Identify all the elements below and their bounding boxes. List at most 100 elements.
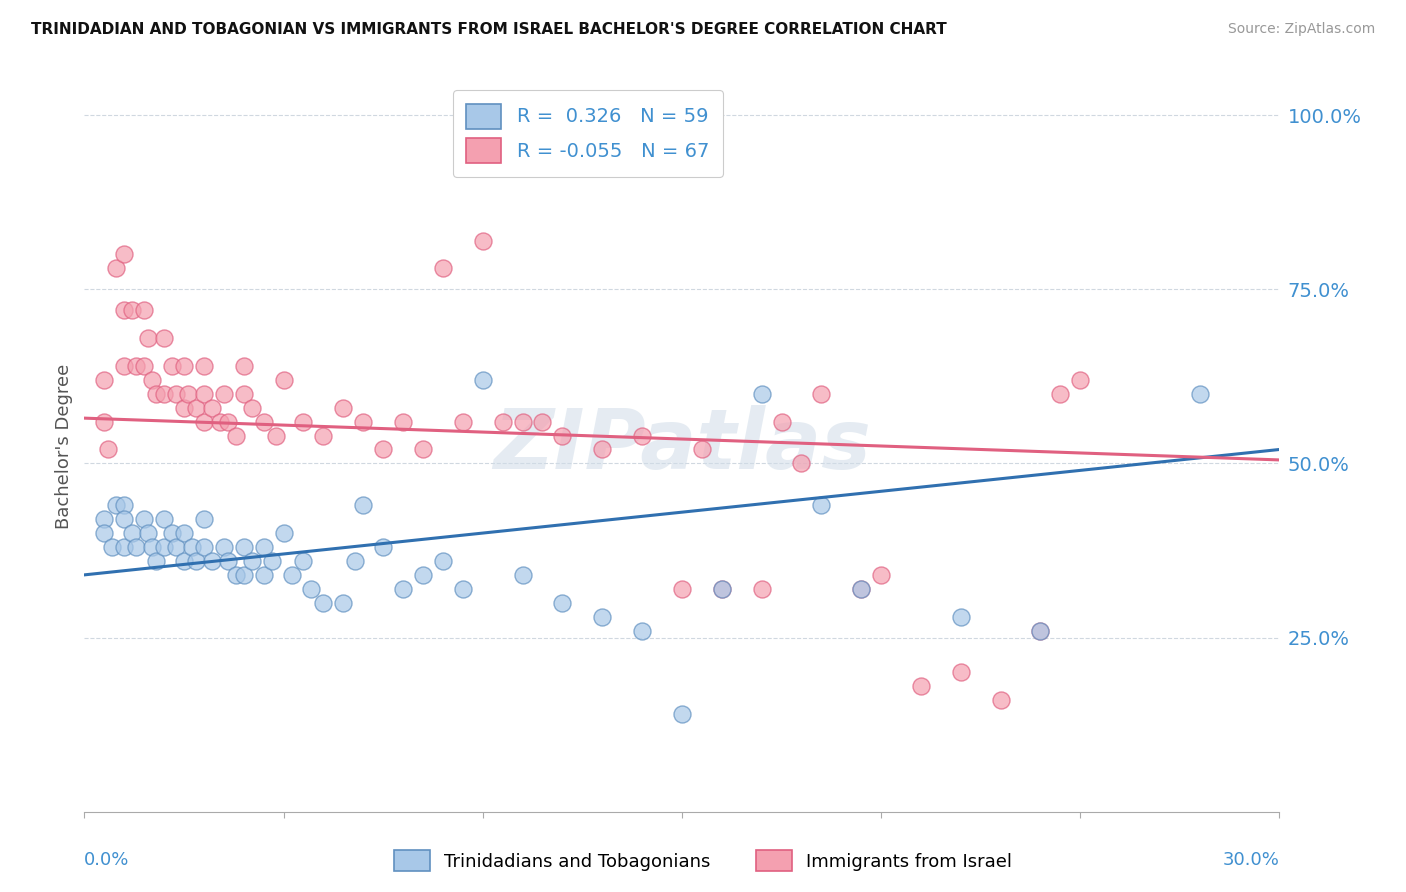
Point [432, 554, 454, 568]
Point [217, 554, 239, 568]
Point [173, 554, 195, 568]
Point [153, 540, 176, 554]
Point [531, 415, 554, 429]
Point [751, 386, 773, 401]
Point [193, 512, 215, 526]
Point [312, 596, 335, 610]
Point [173, 526, 195, 541]
Point [851, 582, 873, 596]
Point [193, 540, 215, 554]
Point [591, 609, 613, 624]
Point [373, 442, 395, 457]
Point [292, 554, 315, 568]
Point [153, 331, 176, 345]
Point [93, 415, 115, 429]
Point [412, 567, 434, 582]
Point [132, 359, 156, 373]
Point [392, 582, 415, 596]
Point [332, 596, 354, 610]
Point [160, 359, 183, 373]
Legend: R =  0.326   N = 59, R = -0.055   N = 67: R = 0.326 N = 59, R = -0.055 N = 67 [453, 90, 723, 177]
Point [212, 540, 235, 554]
Point [1029, 624, 1052, 638]
Point [93, 526, 115, 541]
Point [145, 554, 167, 568]
Point [145, 386, 167, 401]
Point [253, 540, 276, 554]
Point [160, 526, 183, 541]
Point [232, 540, 254, 554]
Point [949, 609, 972, 624]
Point [273, 373, 295, 387]
Point [949, 665, 972, 680]
Point [173, 359, 195, 373]
Point [751, 582, 773, 596]
Point [232, 386, 254, 401]
Point [153, 386, 176, 401]
Point [141, 540, 163, 554]
Point [373, 540, 395, 554]
Point [810, 386, 832, 401]
Point [1049, 386, 1071, 401]
Point [332, 401, 354, 415]
Point [990, 693, 1012, 707]
Point [105, 498, 128, 512]
Point [201, 554, 224, 568]
Point [184, 554, 207, 568]
Point [225, 567, 247, 582]
Text: TRINIDADIAN AND TOBAGONIAN VS IMMIGRANTS FROM ISRAEL BACHELOR'S DEGREE CORRELATI: TRINIDADIAN AND TOBAGONIAN VS IMMIGRANTS… [31, 22, 946, 37]
Point [136, 526, 159, 541]
Point [710, 582, 733, 596]
Point [240, 401, 263, 415]
Point [301, 582, 323, 596]
Point [112, 540, 135, 554]
Point [225, 428, 247, 442]
Point [551, 596, 574, 610]
Point [770, 415, 793, 429]
Point [870, 567, 893, 582]
Point [280, 567, 302, 582]
Text: Source: ZipAtlas.com: Source: ZipAtlas.com [1227, 22, 1375, 37]
Text: 0.0%: 0.0% [84, 851, 129, 869]
Point [173, 401, 195, 415]
Point [344, 554, 367, 568]
Point [631, 428, 654, 442]
Point [432, 261, 454, 276]
Point [671, 707, 693, 722]
Point [471, 234, 494, 248]
Point [292, 415, 315, 429]
Point [810, 498, 832, 512]
Point [193, 415, 215, 429]
Text: ZIPatlas: ZIPatlas [494, 406, 870, 486]
Point [232, 359, 254, 373]
Point [132, 303, 156, 318]
Point [181, 540, 204, 554]
Point [193, 386, 215, 401]
Point [121, 303, 143, 318]
Point [193, 359, 215, 373]
Y-axis label: Bachelor's Degree: Bachelor's Degree [55, 363, 73, 529]
Point [93, 512, 115, 526]
Point [851, 582, 873, 596]
Point [112, 303, 135, 318]
Point [184, 401, 207, 415]
Point [93, 373, 115, 387]
Point [101, 540, 124, 554]
Point [253, 567, 276, 582]
Point [412, 442, 434, 457]
Point [690, 442, 713, 457]
Point [153, 512, 176, 526]
Point [451, 582, 474, 596]
Point [112, 512, 135, 526]
Point [512, 415, 534, 429]
Point [910, 679, 932, 693]
Point [240, 554, 263, 568]
Point [125, 540, 148, 554]
Point [273, 526, 295, 541]
Point [451, 415, 474, 429]
Point [112, 498, 135, 512]
Point [591, 442, 613, 457]
Point [232, 567, 254, 582]
Point [1069, 373, 1091, 387]
Point [177, 386, 200, 401]
